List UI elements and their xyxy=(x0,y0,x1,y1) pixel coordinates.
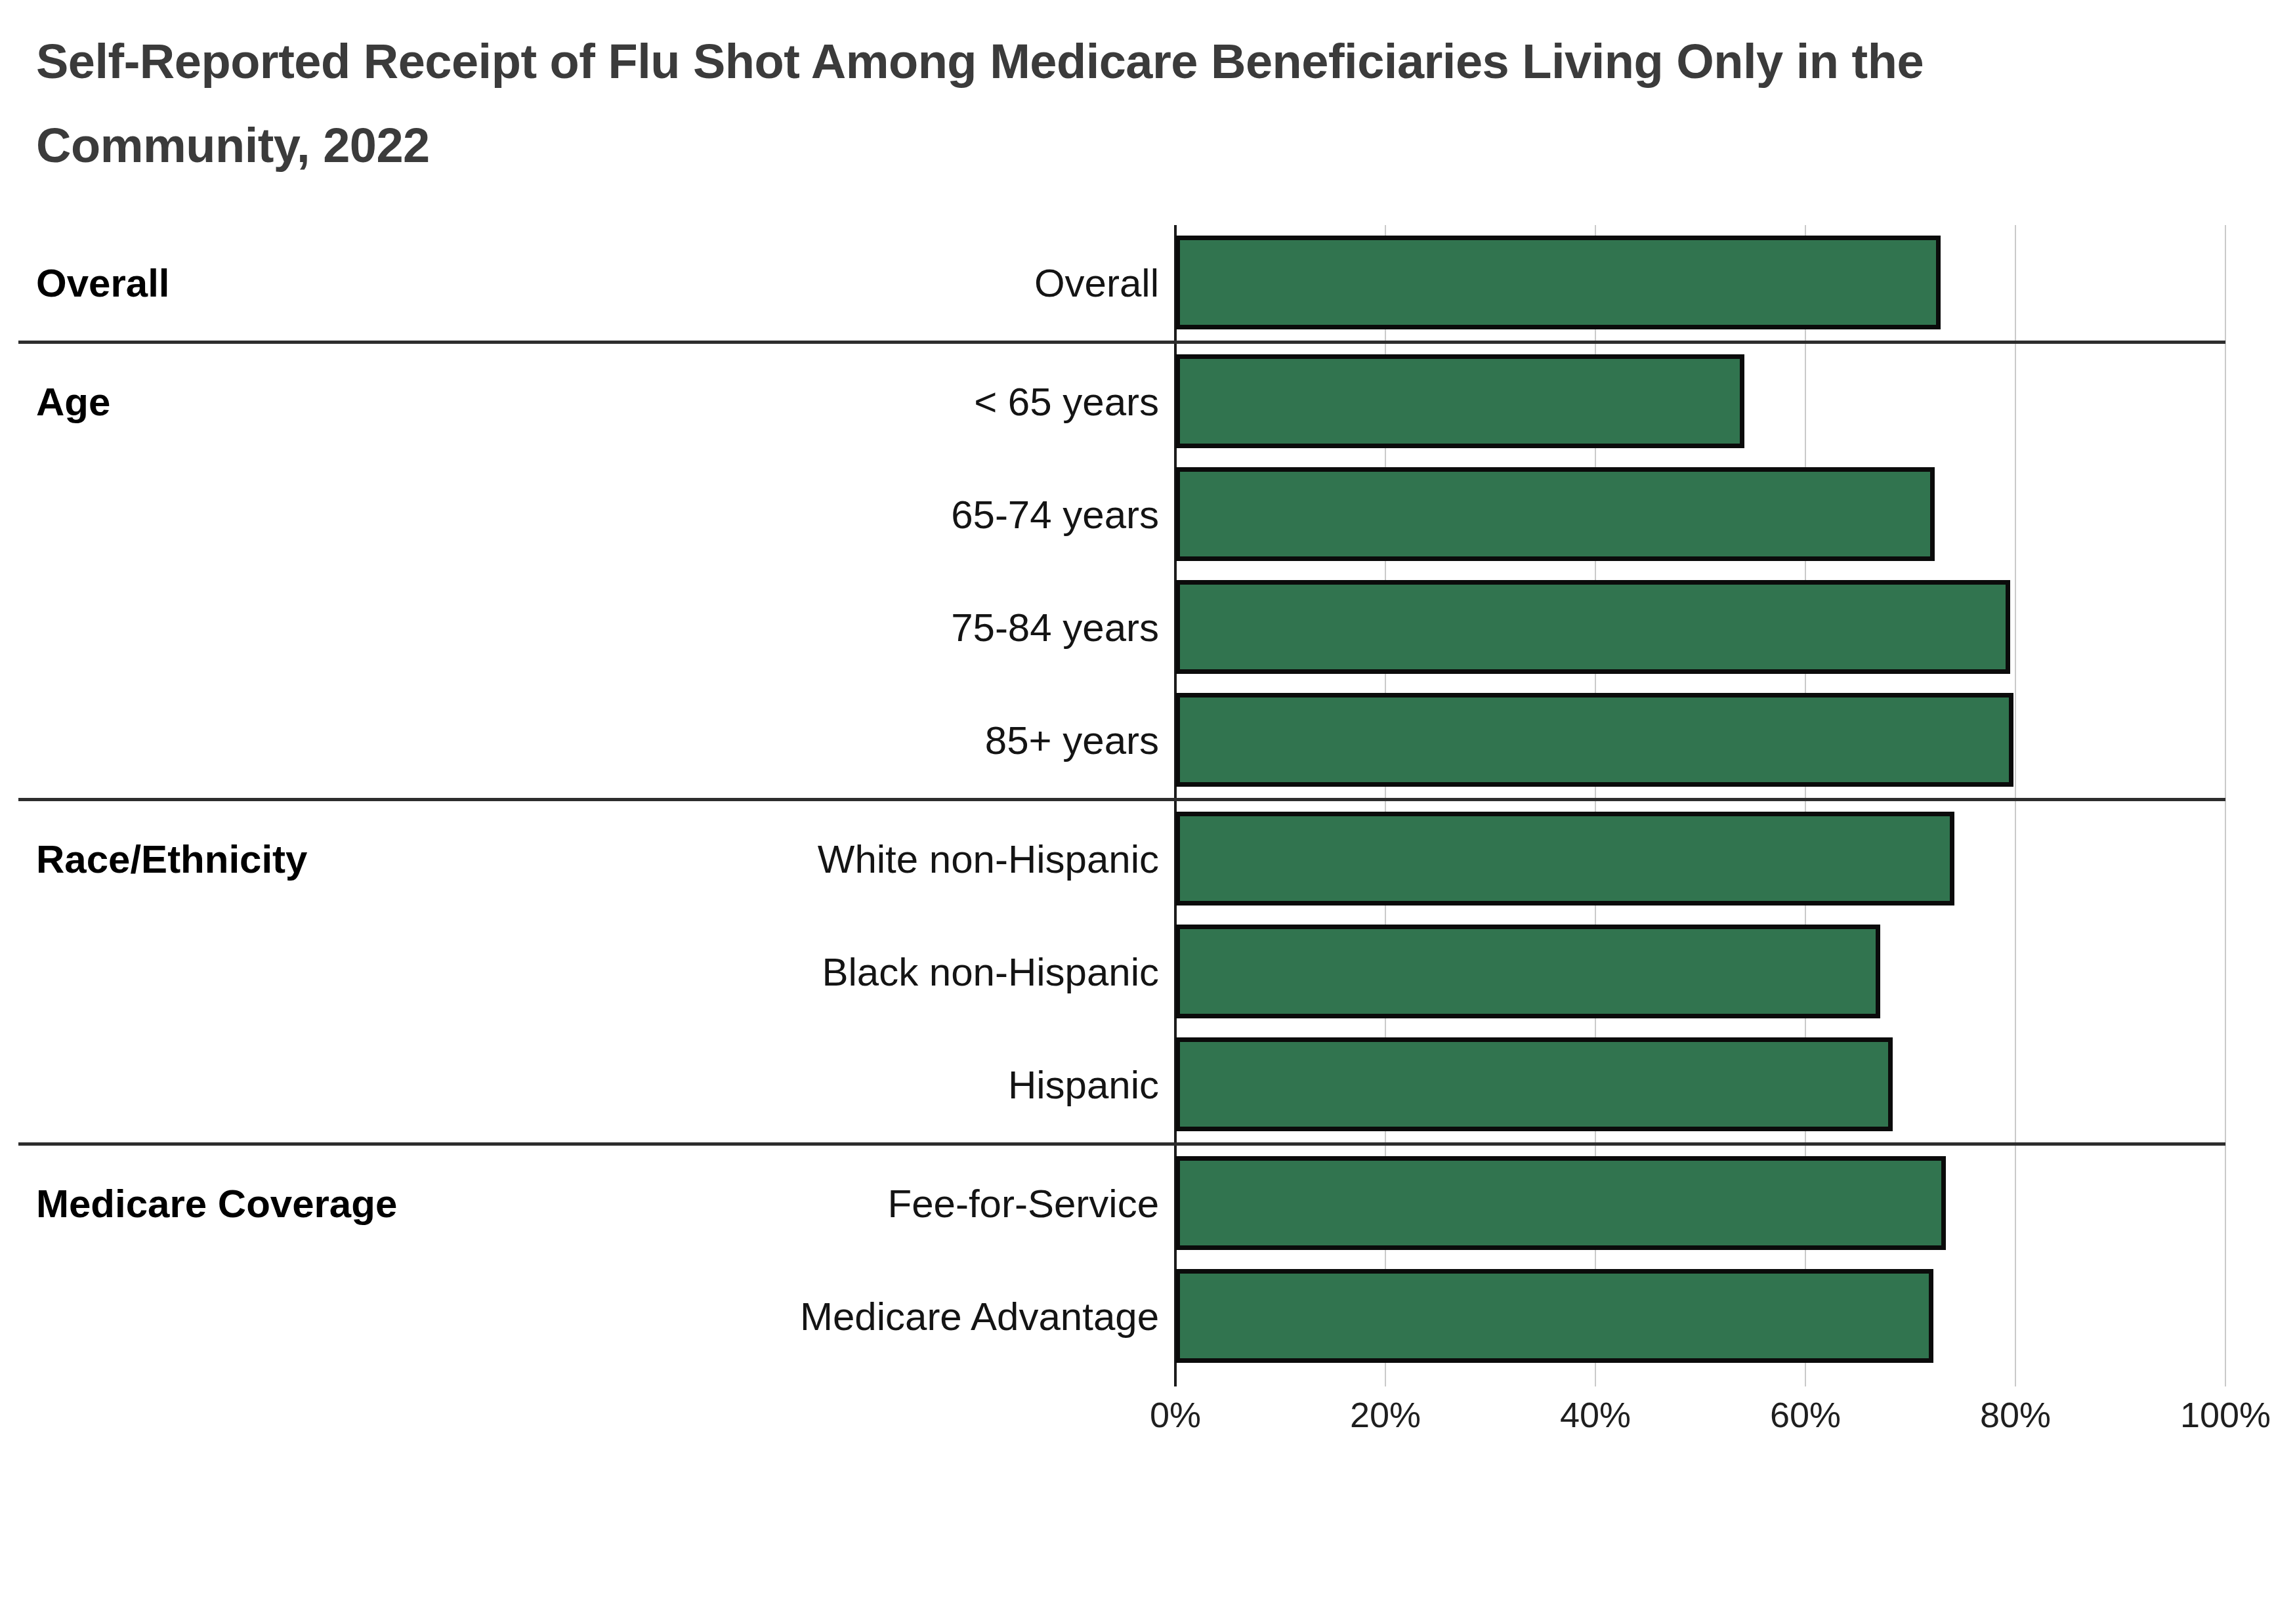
category-label: 65-74 years xyxy=(18,492,1175,537)
bar-row: White non-Hispanic xyxy=(18,802,2225,915)
group-label: Race/Ethnicity xyxy=(36,802,307,915)
group-label: Medicare Coverage xyxy=(36,1147,397,1260)
bar-65-74-years xyxy=(1175,467,1935,561)
plot-cell xyxy=(1175,345,2225,458)
group-band-overall: OverallOverall xyxy=(18,225,2225,344)
group-label: Overall xyxy=(36,226,169,339)
x-tick-0pct: 0% xyxy=(1150,1394,1201,1435)
plot-cell xyxy=(1175,458,2225,571)
bar-row: 65-74 years xyxy=(18,458,2225,571)
plot-cell xyxy=(1175,571,2225,684)
bar-row: < 65 years xyxy=(18,345,2225,458)
x-axis-tick-labels: 0% 20% 40% 60% 80% 100% xyxy=(0,1394,2274,1447)
bar-black-non-hispanic xyxy=(1175,925,1880,1018)
category-label: Medicare Advantage xyxy=(18,1294,1175,1339)
plot-cell xyxy=(1175,1147,2225,1260)
plot-cell xyxy=(1175,1260,2225,1373)
bar-fee-for-service xyxy=(1175,1156,1946,1250)
chart-title: Self-Reported Receipt of Flu Shot Among … xyxy=(36,20,2221,188)
bar-overall xyxy=(1175,236,1941,329)
plot-cell xyxy=(1175,226,2225,339)
plot-cell xyxy=(1175,915,2225,1028)
category-label: < 65 years xyxy=(18,379,1175,425)
group-band-medicare-coverage: Medicare CoverageFee-for-ServiceMedicare… xyxy=(18,1146,2225,1374)
x-tick-100pct: 100% xyxy=(2180,1394,2271,1435)
bar-medicare-advantage xyxy=(1175,1269,1933,1363)
x-tick-80pct: 80% xyxy=(1980,1394,2051,1435)
bar-chart-body: OverallOverallAge< 65 years65-74 years75… xyxy=(18,225,2225,1374)
x-tick-40pct: 40% xyxy=(1560,1394,1631,1435)
bar-row: Medicare Advantage xyxy=(18,1260,2225,1373)
plot-cell xyxy=(1175,1028,2225,1141)
bar-row: Overall xyxy=(18,226,2225,339)
group-band-race-ethnicity: Race/EthnicityWhite non-Hispanic Black no… xyxy=(18,801,2225,1146)
bar-row: Black non-Hispanic xyxy=(18,915,2225,1028)
x-tick-60pct: 60% xyxy=(1770,1394,1841,1435)
bar-75-84-years xyxy=(1175,580,2010,674)
category-label: 85+ years xyxy=(18,718,1175,763)
category-label: Hispanic xyxy=(18,1062,1175,1108)
category-label: Black non-Hispanic xyxy=(18,949,1175,995)
bar-hispanic xyxy=(1175,1037,1893,1131)
bar-row: 75-84 years xyxy=(18,571,2225,684)
bar-85-years xyxy=(1175,693,2013,787)
x-tick-20pct: 20% xyxy=(1350,1394,1421,1435)
category-label: 75-84 years xyxy=(18,605,1175,650)
chart-title-line2: Community, 2022 xyxy=(36,104,2221,188)
plot-cell xyxy=(1175,684,2225,797)
category-label: Overall xyxy=(18,260,1175,306)
flu-shot-chart-page: Self-Reported Receipt of Flu Shot Among … xyxy=(0,0,2274,1624)
bar-row: Hispanic xyxy=(18,1028,2225,1141)
chart-title-line1: Self-Reported Receipt of Flu Shot Among … xyxy=(36,20,2221,104)
bar--65-years xyxy=(1175,354,1744,448)
bar-row: 85+ years xyxy=(18,684,2225,797)
group-band-age: Age< 65 years 65-74 years 75-84 years 85+ y… xyxy=(18,344,2225,801)
plot-cell xyxy=(1175,802,2225,915)
bar-white-non-hispanic xyxy=(1175,812,1954,906)
group-label: Age xyxy=(36,345,110,458)
